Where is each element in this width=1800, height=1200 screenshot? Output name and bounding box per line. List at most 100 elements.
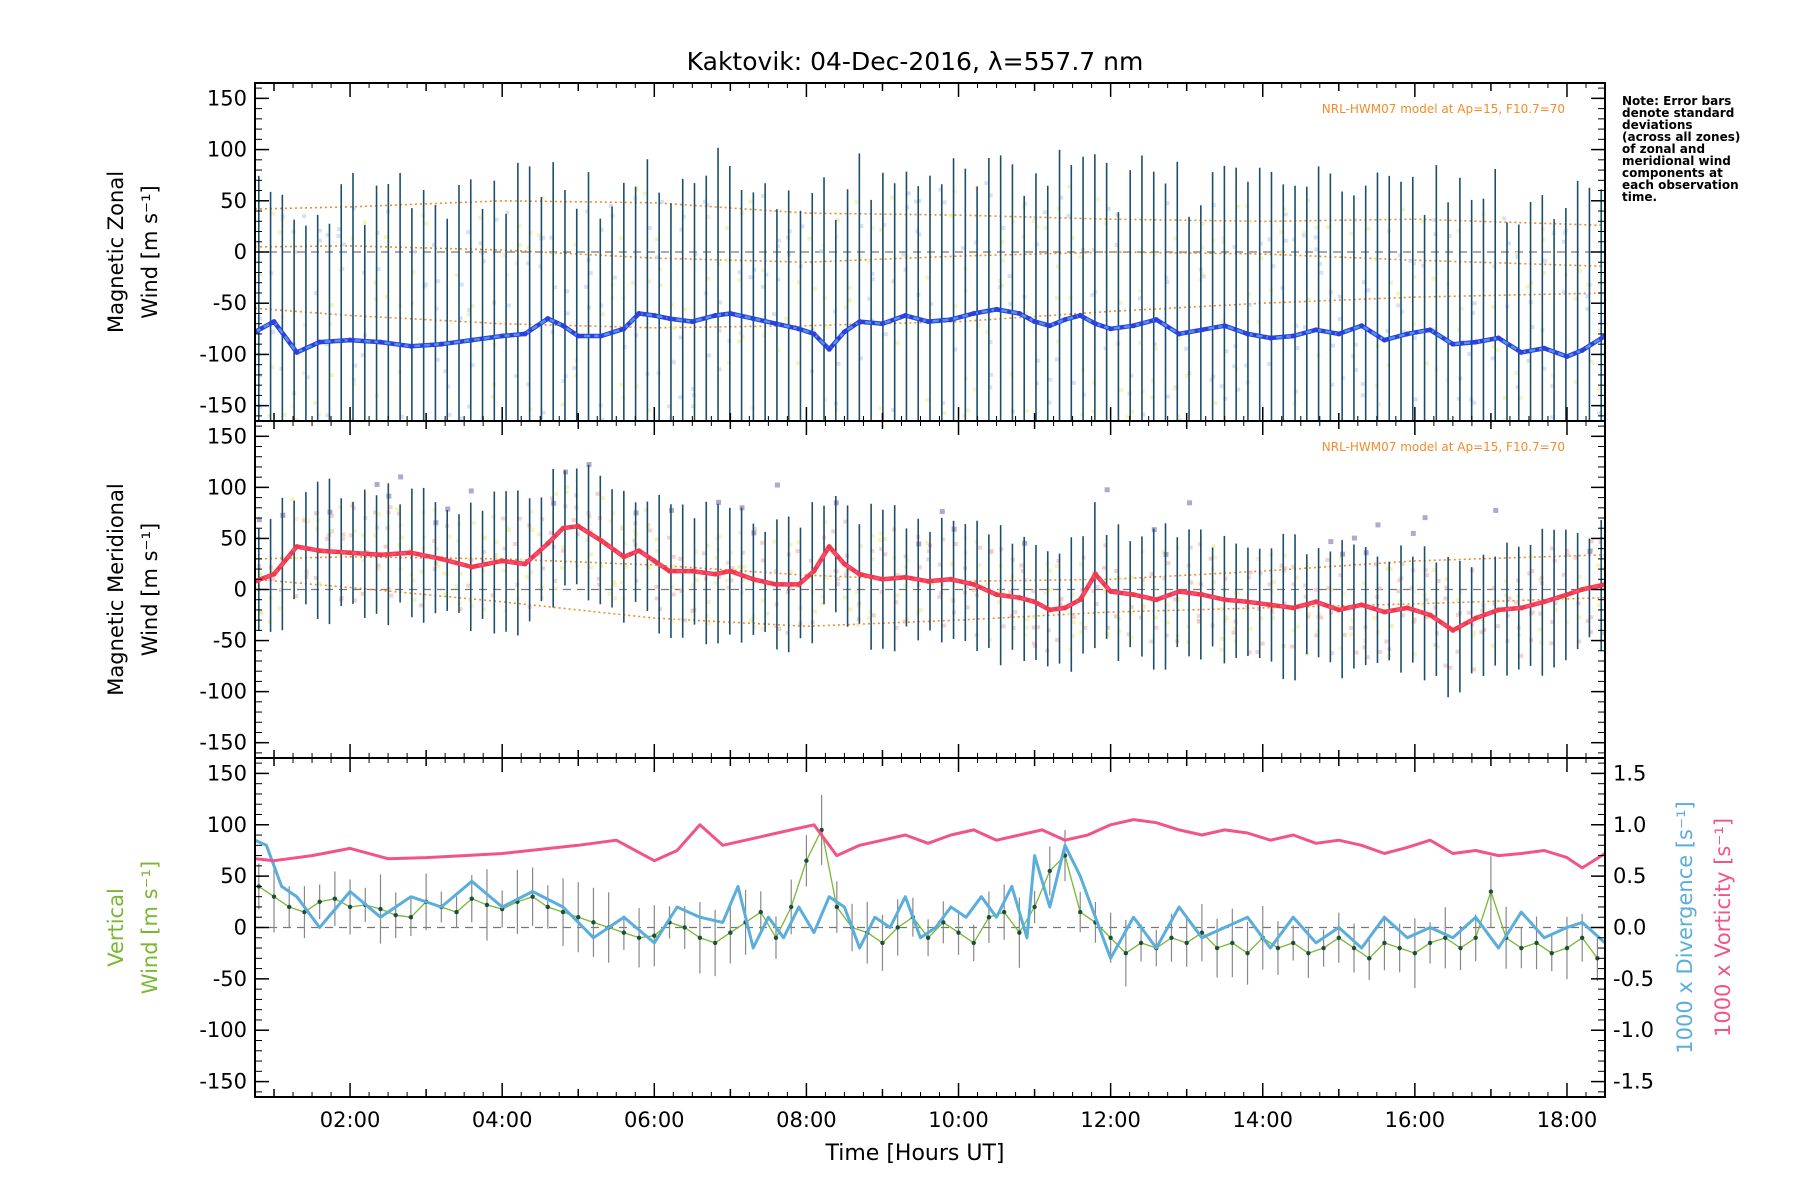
scatter-point [1224,615,1229,620]
scatter-point [1561,239,1566,244]
scatter-point [1329,651,1334,656]
scatter-point [432,567,437,572]
data-point [971,310,977,316]
scatter-point [424,221,429,226]
y-tick-label: -100 [199,342,247,366]
data-point [1176,331,1182,337]
scatter-point [1095,584,1100,589]
data-point [469,564,475,570]
scatter-point [572,425,576,429]
scatter-point [1079,629,1084,634]
scatter-point [654,596,659,601]
scatter-point [1491,344,1496,349]
scatter-point [1539,640,1544,645]
scatter-point [1597,411,1602,416]
scatter-point [1185,332,1190,337]
scatter-point [304,441,308,445]
scatter-point [1542,258,1547,263]
scatter-point [1397,253,1402,258]
scatter-point [608,203,613,208]
scatter-point [1031,641,1036,646]
scatter-point [502,253,507,258]
scatter-point [760,558,765,563]
scatter-point [565,289,570,294]
data-point [689,319,695,325]
scatter-point [540,195,545,200]
scatter-point [1589,359,1594,364]
scatter-point [1303,594,1308,599]
scatter-point [1564,620,1569,625]
scatter-point [894,600,899,605]
scatter-point [940,537,945,542]
y-tick-label: -150 [199,394,247,418]
scatter-point [1338,573,1343,578]
scatter-point [1366,226,1371,231]
scatter-point [302,214,307,219]
scatter-point [736,339,741,344]
scatter-point [1526,458,1530,462]
scatter-point [419,603,424,608]
scatter-point [950,597,955,602]
scatter-point [1456,612,1461,617]
scatter-point [1295,346,1300,351]
scatter-point [1506,241,1511,246]
scatter-point [760,540,765,545]
scatter-point [895,439,899,443]
scatter-point [1302,230,1307,235]
scatter-point [1211,459,1215,463]
scatter-point [622,541,627,546]
scatter-point [329,303,334,308]
data-point [1496,607,1502,613]
scatter-point [795,549,800,554]
scatter-point [612,596,617,601]
scatter-point [894,625,899,630]
data-point [1130,323,1136,329]
scatter-point [654,237,659,242]
scatter-point [989,372,994,377]
scatter-point [785,630,790,635]
scatter-point [630,280,635,285]
scatter-point [388,505,393,510]
scatter-point [278,588,283,593]
scatter-point [725,258,730,263]
scatter-point [1390,422,1394,426]
scatter-point [823,519,828,524]
scatter-point [1409,586,1414,591]
data-point [826,346,832,352]
scatter-point [1412,617,1417,622]
scatter-point [1585,294,1590,299]
scatter-point [1173,597,1178,602]
scatter-point [1389,280,1394,285]
note-line: components at [1622,166,1723,180]
scatter-point [421,455,425,459]
scatter-point [1236,204,1241,209]
scatter-point [1422,515,1428,521]
scatter-point [361,533,366,538]
scatter-point [513,432,517,436]
scatter-point [586,462,592,468]
scatter-point [458,571,463,576]
scatter-point [926,557,931,562]
scatter-point [361,558,366,563]
scatter-point [1083,625,1088,630]
scatter-point [1236,387,1241,392]
scatter-point [937,562,942,567]
scatter-point [341,532,346,537]
data-point [575,333,581,339]
y-tick-label: 150 [207,424,247,448]
scatter-point [1455,649,1460,654]
scatter-point [867,259,872,264]
scatter-point [879,227,884,232]
scatter-point [855,623,860,628]
y-axis-label-line2: Wind [m s⁻¹] [138,185,162,318]
scatter-point [1411,321,1416,326]
data-point [1062,605,1068,611]
scatter-point [1600,292,1605,297]
scatter-point [1339,646,1344,651]
scatter-point [360,591,365,596]
scatter-point [682,307,687,312]
data-point [1579,347,1585,353]
vertical-point [1017,930,1022,935]
x-tick-label: 14:00 [1232,1108,1293,1132]
scatter-point [1456,327,1461,332]
